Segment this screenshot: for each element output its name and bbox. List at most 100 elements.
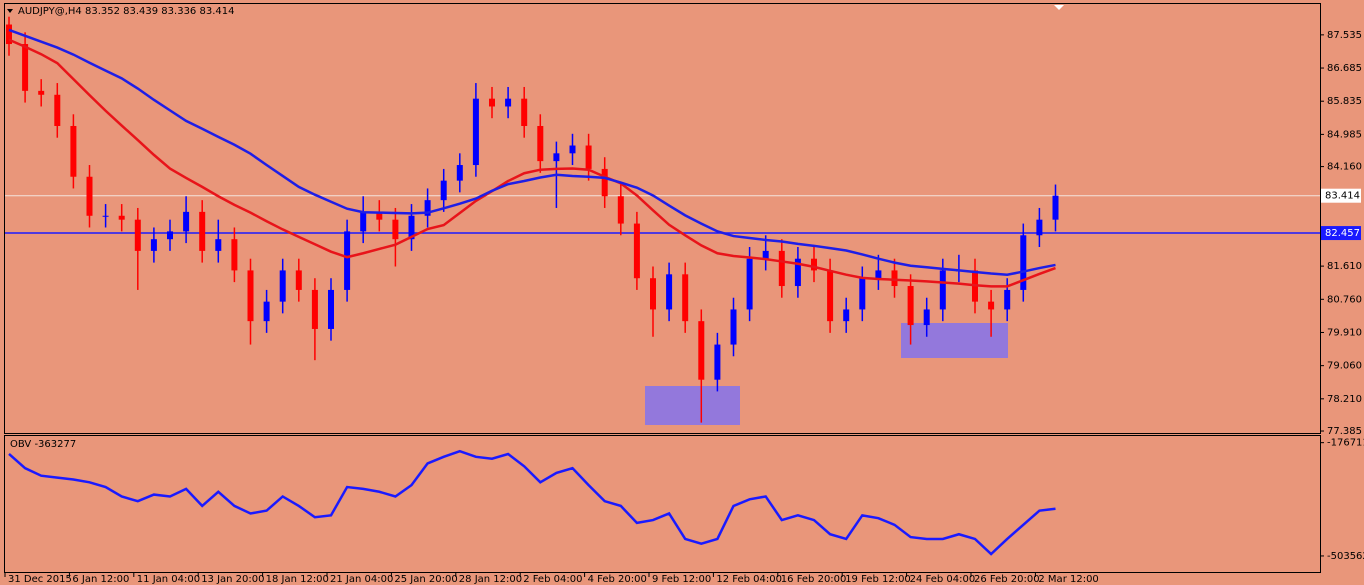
candle-body <box>1020 235 1027 290</box>
candle-body <box>22 44 29 91</box>
chart-title: AUDJPY@,H4 83.352 83.439 83.336 83.414 <box>18 6 234 17</box>
candle-body <box>456 165 463 181</box>
candle-body <box>1052 195 1059 220</box>
last-price-bg <box>1321 188 1361 203</box>
x-tick-label: 26 Feb 20:00 <box>974 574 1040 585</box>
candle-body <box>714 344 721 380</box>
candle-body <box>698 321 705 380</box>
last-price-label: 83.414 <box>1325 191 1360 202</box>
candle-body <box>633 223 640 279</box>
price-panel <box>4 3 1321 434</box>
obv-panel <box>4 435 1321 573</box>
x-tick-label: 31 Dec 2015 <box>8 574 72 585</box>
candle-body <box>54 94 61 126</box>
candle-body <box>408 215 415 240</box>
x-tick-label: 2 Feb 04:00 <box>523 574 582 585</box>
y-tick-label: 84.160 <box>1327 162 1362 173</box>
candle-body <box>859 278 866 310</box>
moving-average <box>8 38 1056 288</box>
candle-body <box>762 250 769 259</box>
x-tick-label: 24 Feb 04:00 <box>910 574 976 585</box>
highlight-box <box>645 386 740 425</box>
candle-body <box>585 145 592 169</box>
obv-line <box>8 449 1056 556</box>
candle-body <box>199 211 206 251</box>
candle-body <box>134 219 141 251</box>
candle-body <box>1036 219 1043 236</box>
moving-average <box>8 28 1056 276</box>
candle-body <box>263 301 270 322</box>
x-tick-label: 4 Feb 20:00 <box>588 574 647 585</box>
candle-body <box>827 270 834 322</box>
candle-body <box>891 270 898 287</box>
candle-body <box>601 168 608 197</box>
x-tick-label: 25 Jan 20:00 <box>394 574 457 585</box>
candle-body <box>537 125 544 162</box>
highlight-box <box>901 323 1008 358</box>
x-tick-label: 6 Jan 12:00 <box>72 574 129 585</box>
candle-body <box>247 270 254 322</box>
candle-body <box>521 98 528 126</box>
y-tick-label: 77.385 <box>1327 426 1362 437</box>
candle-body <box>617 196 624 224</box>
candle-body <box>70 125 77 177</box>
candle-body <box>38 90 45 95</box>
candle-body <box>682 274 689 322</box>
menu-arrow[interactable] <box>7 9 13 13</box>
candle-body <box>730 309 737 345</box>
candle-body <box>553 153 560 162</box>
y-tick-label: 79.910 <box>1327 327 1362 338</box>
candle-body <box>569 145 576 154</box>
level-label-bg <box>1321 226 1361 241</box>
candle-body <box>215 239 222 251</box>
candle-body <box>666 274 673 310</box>
candle-body <box>1004 289 1011 310</box>
candle-body <box>988 301 995 310</box>
obv-title: OBV -363277 <box>10 439 76 450</box>
candle-body <box>746 258 753 310</box>
candle-body <box>6 24 12 45</box>
y-tick-label: 84.985 <box>1327 129 1362 140</box>
candle-body <box>183 211 190 232</box>
x-tick-label: 11 Jan 04:00 <box>137 574 200 585</box>
x-tick-label: 28 Jan 12:00 <box>459 574 522 585</box>
candle-body <box>102 215 109 217</box>
y-tick-label: 86.685 <box>1327 63 1362 74</box>
candle-body <box>440 180 447 201</box>
candle-body <box>376 211 383 220</box>
y-tick-label: 80.760 <box>1327 294 1362 305</box>
candle-body <box>231 239 238 271</box>
candle-body <box>907 286 914 326</box>
x-tick-label: 2 Mar 12:00 <box>1038 574 1098 585</box>
candle-body <box>279 270 286 302</box>
candle-body <box>650 278 656 310</box>
candle-body <box>392 219 399 240</box>
candle-body <box>360 211 367 232</box>
x-tick-label: 16 Feb 20:00 <box>781 574 847 585</box>
candle-body <box>167 231 173 240</box>
candle-body <box>939 270 946 310</box>
x-tick-label: 13 Jan 20:00 <box>201 574 264 585</box>
y-tick-label: 78.210 <box>1327 394 1362 405</box>
candle-body <box>311 289 318 329</box>
shift-marker <box>1054 5 1064 10</box>
y-tick-label: 87.535 <box>1327 30 1362 41</box>
x-tick-label: 21 Jan 04:00 <box>330 574 393 585</box>
candle-body <box>295 270 302 290</box>
candle-body <box>472 98 479 166</box>
candle-body <box>778 250 785 287</box>
candle-body <box>843 309 850 322</box>
y-tick-label: 85.835 <box>1327 96 1362 107</box>
y-tick-label: 79.060 <box>1327 361 1362 372</box>
candle-body <box>328 289 334 329</box>
candle-body <box>794 258 801 287</box>
candle-body <box>875 270 882 279</box>
candle-body <box>150 239 157 251</box>
level-label: 82.457 <box>1325 228 1360 239</box>
x-tick-label: 12 Feb 04:00 <box>716 574 782 585</box>
candle-body <box>811 258 817 271</box>
candle-body <box>489 98 495 107</box>
